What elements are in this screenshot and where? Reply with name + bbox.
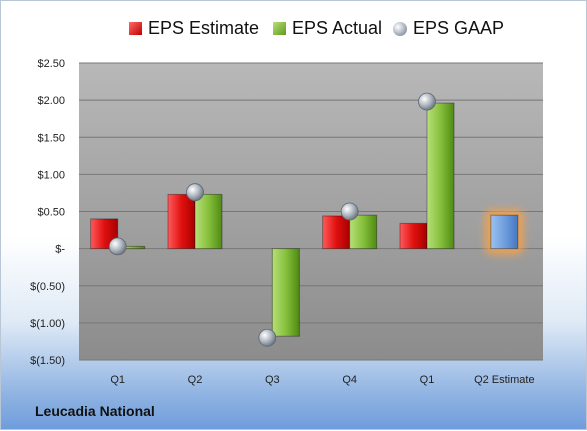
grid-lines — [79, 62, 543, 361]
y-tick-label: $2.00 — [37, 95, 65, 107]
gaap-points — [108, 92, 436, 347]
gaap-point — [108, 237, 127, 256]
legend-swatch-estimate — [129, 22, 142, 35]
legend-swatch-gaap — [393, 21, 407, 36]
legend-item-actual: EPS Actual — [273, 18, 382, 39]
bar-eps-actual — [426, 102, 455, 250]
x-tick-label: Q2 — [188, 374, 203, 386]
legend-label-gaap: EPS GAAP — [413, 18, 505, 38]
y-tick-label: $(1.50) — [30, 355, 65, 367]
chart-legend: EPS Estimate EPS Actual EPS GAAP — [1, 18, 587, 42]
y-tick-label: $1.50 — [37, 132, 65, 144]
bar-eps-actual — [271, 248, 300, 337]
gaap-point — [258, 328, 277, 347]
legend-label-estimate: EPS Estimate — [148, 18, 260, 38]
legend-label-actual: EPS Actual — [292, 18, 383, 38]
y-tick-label: $0.50 — [37, 207, 65, 219]
x-axis-ticks: Q1 Q2 Q3 Q4 Q1 Q2 Estimate — [110, 374, 534, 386]
y-tick-label: $(0.50) — [30, 281, 65, 293]
bar-eps-estimate — [322, 215, 351, 250]
legend-item-gaap: EPS GAAP — [393, 18, 504, 39]
bar-next-estimate — [490, 214, 519, 250]
x-tick-label: Q3 — [265, 374, 280, 386]
bar-eps-actual — [349, 214, 378, 250]
x-tick-label: Q1 — [110, 374, 125, 386]
company-name: Leucadia National — [35, 403, 155, 419]
y-axis-ticks: $2.50 $2.00 $1.50 $1.00 $0.50 $- $(0.50) $(1.00… — [30, 58, 65, 367]
bar-eps-estimate — [167, 193, 196, 250]
x-tick-label: Q2 Estimate — [474, 374, 535, 386]
y-tick-label: $(1.00) — [30, 318, 65, 330]
bars — [90, 102, 524, 337]
gaap-point — [418, 92, 436, 111]
y-tick-label: $2.50 — [37, 58, 65, 70]
bar-eps-estimate — [399, 222, 428, 250]
y-tick-label: $- — [55, 244, 65, 256]
bar-eps-actual — [194, 193, 223, 250]
y-tick-label: $1.00 — [37, 169, 65, 181]
x-tick-label: Q1 — [420, 374, 435, 386]
gaap-point — [340, 202, 359, 221]
gaap-point — [186, 183, 204, 202]
legend-swatch-actual — [273, 22, 286, 35]
legend-item-estimate: EPS Estimate — [129, 18, 259, 39]
x-tick-label: Q4 — [342, 374, 357, 386]
